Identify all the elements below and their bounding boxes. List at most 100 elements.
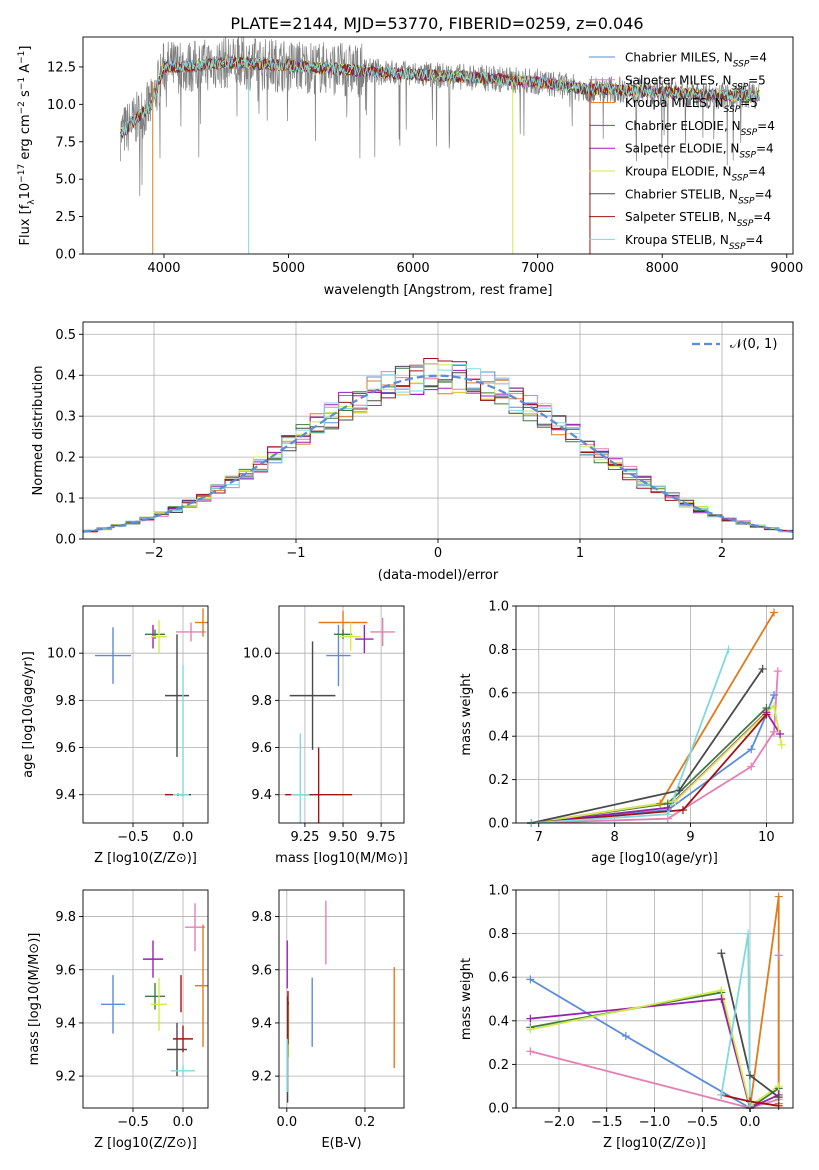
axes-frame (82, 605, 209, 824)
y-tick-label: 0.0 (488, 1102, 509, 1117)
x-axis-label: E(B-V) (321, 1136, 361, 1151)
legend-label: Chabrier ELODIE, NSSP=4 (625, 119, 775, 138)
model-line-salpeter-stelib (120, 55, 760, 138)
axes-frame (278, 889, 405, 1109)
x-tick-label: 9.75 (367, 830, 396, 845)
y-tick-label: 0.8 (488, 927, 509, 942)
y-tick-label: 0.0 (488, 817, 509, 832)
axes-spectrum: 4000 5000 6000 7000 8000 9000 0.0 2.5 5.0 7.5 10.0… (17, 36, 803, 298)
y-tick-label: 9.2 (251, 1070, 272, 1085)
point-marker (776, 730, 785, 739)
x-tick-label: −1.5 (591, 1115, 623, 1130)
x-tick-label: 0 (434, 546, 442, 561)
x-tick-label: 6000 (397, 261, 430, 276)
point-marker (717, 986, 726, 995)
legend-label: Salpeter ELODIE, NSSP=4 (625, 142, 774, 161)
x-axis-label: Z [log10(Z/Z⊙)] (603, 1136, 706, 1151)
y-axis-label: mass weight (459, 958, 474, 1040)
y-tick-label: 12.5 (47, 60, 76, 75)
point-marker (770, 690, 779, 699)
point-marker (717, 995, 726, 1003)
point-marker (770, 727, 779, 736)
y-tick-label: 0.0 (55, 248, 76, 263)
legend-label: Kroupa STELIB, NSSP=4 (625, 233, 763, 252)
y-tick-label: 9.8 (251, 910, 272, 925)
x-tick-label: 0.0 (173, 830, 194, 845)
plot-area (101, 903, 208, 1077)
point-marker (773, 667, 782, 676)
axes-weight_vs_age: 7 8 9 10 0.0 0.2 0.4 0.6 0.8 1.0 age [log10(age/yr… (459, 600, 794, 866)
axes-frame (515, 605, 794, 824)
point-marker (774, 892, 783, 901)
y-tick-label: 9.4 (55, 788, 76, 803)
x-tick-label: −2.0 (543, 1115, 575, 1130)
y-tick-label: 2.5 (55, 210, 76, 225)
x-tick-label: 8000 (646, 261, 679, 276)
plot-area (83, 358, 793, 533)
axes-weight_vs_Z: −2.0 −1.5 −1.0 −0.5 0.0 0.0 0.2 0.4 0.6 0.8 1.0 Z [… (459, 884, 794, 1151)
x-tick-label: 8 (611, 830, 619, 845)
x-tick-label: 9 (686, 830, 694, 845)
point-marker (774, 1093, 783, 1102)
x-tick-label: 10 (758, 830, 775, 845)
y-tick-label: 7.5 (55, 135, 76, 150)
weight-line-salpeter-elodie (531, 710, 781, 823)
y-tick-label: 0.4 (488, 1014, 509, 1029)
y-tick-label: 9.4 (251, 788, 272, 803)
y-tick-label: 10.0 (47, 647, 76, 662)
point-marker (724, 645, 733, 654)
y-tick-label: 10.0 (47, 98, 76, 113)
weight-line-kroupa-miles (749, 896, 780, 1108)
plot-area (286, 900, 395, 1103)
y-tick-label: 0.4 (55, 369, 76, 384)
model-line-kroupa-stelib (119, 57, 760, 136)
weight-line-salpeter-miles (531, 671, 779, 823)
x-tick-label: −1 (286, 546, 305, 561)
y-tick-label: 0.2 (55, 451, 76, 466)
point-marker (526, 1047, 535, 1056)
plot-area (529, 896, 780, 1108)
y-tick-label: 0.4 (488, 730, 509, 745)
point-marker (663, 810, 672, 819)
normal-curve (83, 374, 793, 533)
x-tick-label: 2 (718, 546, 726, 561)
histogram-kroupa-stelib (83, 363, 793, 533)
point-marker (747, 762, 756, 771)
y-axis-label: age [log10(age/yr)] (21, 651, 36, 778)
x-tick-label: 9000 (770, 261, 803, 276)
point-marker (774, 1101, 783, 1110)
x-axis-label: wavelength [Angstrom, rest frame] (324, 283, 553, 298)
plot-area (531, 612, 783, 823)
legend-label: Chabrier STELIB, NSSP=4 (625, 187, 772, 206)
y-tick-label: 0.5 (55, 328, 76, 343)
plot-area (285, 610, 395, 823)
x-tick-label: 0.0 (276, 1115, 297, 1130)
axes-age_vs_Z: −0.5 0.0 9.4 9.6 9.8 10.0 Z [log10(Z/Z⊙)] age [… (21, 605, 209, 866)
point-marker (777, 740, 786, 749)
weight-line-kroupa-elodie (530, 989, 780, 1108)
point-marker (526, 1025, 535, 1034)
point-marker (774, 951, 783, 960)
point-marker (770, 701, 779, 710)
y-tick-label: 9.8 (55, 910, 76, 925)
x-tick-label: 9.25 (290, 830, 319, 845)
x-tick-label: 7000 (521, 261, 554, 276)
y-tick-label: 9.8 (251, 694, 272, 709)
y-axis-label: mass weight (459, 673, 474, 755)
point-marker (717, 949, 726, 958)
x-tick-label: −2 (144, 546, 163, 561)
x-axis-label: (data-model)/error (378, 568, 499, 583)
y-tick-label: 5.0 (55, 173, 76, 188)
figure-title: PLATE=2144, MJD=53770, FIBERID=0259, z=0… (230, 14, 643, 33)
x-tick-label: 5000 (272, 261, 305, 276)
y-tick-label: 9.4 (251, 1016, 272, 1031)
y-axis-label: mass [log10(M/M⊙)] (27, 933, 42, 1066)
y-axis-label: Normed distribution (31, 366, 46, 496)
y-tick-label: 0.2 (488, 773, 509, 788)
point-marker (526, 1014, 535, 1023)
y-tick-label: 9.6 (55, 741, 76, 756)
y-tick-label: 9.4 (55, 1016, 76, 1031)
legend-label: 𝒩(0, 1) (730, 337, 777, 352)
x-tick-label: 0.2 (355, 1115, 376, 1130)
